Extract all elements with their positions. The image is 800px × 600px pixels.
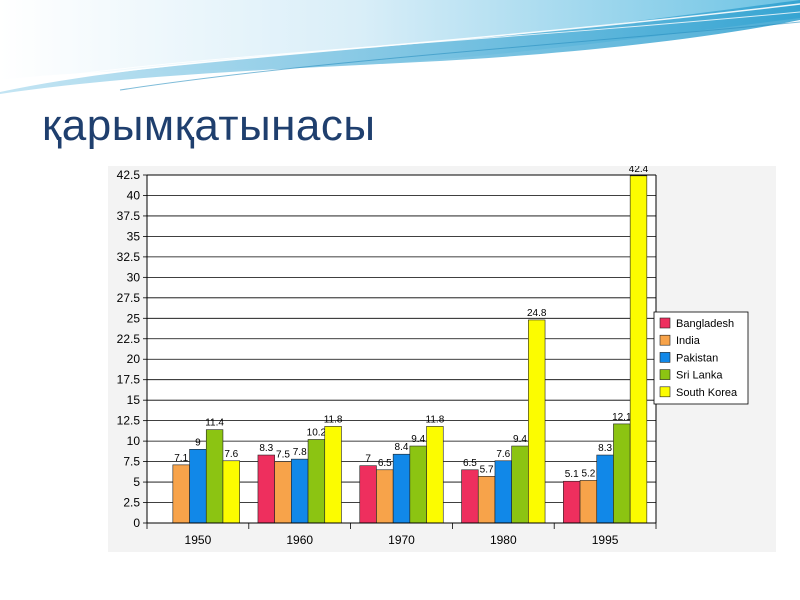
bar-india [376, 469, 394, 524]
y-tick-label: 0 [133, 516, 140, 530]
bar-bangladesh [359, 465, 377, 524]
bar-bangladesh [461, 469, 479, 524]
y-tick-label: 15 [127, 393, 141, 407]
x-category-label: 1950 [185, 533, 212, 547]
data-label: 6.5 [463, 458, 477, 469]
data-label: 24.8 [527, 308, 547, 319]
y-tick-label: 20 [127, 352, 141, 366]
legend-swatch [659, 317, 671, 329]
bar-chart: 0 2.5 5 7.5 10 12.5 15 17.5 20 22.5 25 27.5 30 32.5 35… [117, 166, 749, 547]
data-label: 10.2 [307, 427, 327, 438]
data-label: 42.4 [629, 166, 649, 175]
bar-south-korea [528, 319, 546, 524]
data-label: 9.4 [411, 434, 425, 445]
bar-india [274, 461, 292, 524]
data-label: 5.7 [480, 464, 494, 475]
legend-label: Pakistan [676, 352, 718, 364]
y-tick-label: 2.5 [123, 496, 140, 510]
x-category-label: 1970 [388, 533, 415, 547]
y-tick-label: 27.5 [117, 291, 141, 305]
bar-india [477, 476, 496, 524]
legend-label: Sri Lanka [676, 370, 723, 382]
legend-label: South Korea [676, 387, 738, 399]
decorative-banner [0, 0, 800, 94]
data-label: 11.8 [426, 414, 445, 425]
bar-pakistan [291, 458, 309, 524]
y-tick-label: 40 [127, 188, 141, 202]
bar-sri-lanka [613, 423, 631, 524]
data-label: 6.5 [378, 458, 392, 469]
bar-sri-lanka [205, 429, 224, 524]
bar-bangladesh [257, 454, 275, 524]
bar-south-korea [222, 460, 240, 524]
bar-sri-lanka [409, 445, 427, 524]
data-label: 7.8 [293, 447, 307, 458]
y-tick-label: 5 [133, 475, 140, 489]
legend-swatch [659, 386, 671, 398]
data-label: 7 [365, 454, 371, 465]
y-tick-label: 22.5 [117, 332, 141, 346]
legend-swatch [659, 352, 671, 363]
slide-title: қарымқатынасы [42, 101, 376, 150]
bar-pakistan [392, 453, 411, 524]
legend-label: Bangladesh [676, 318, 734, 330]
bar-pakistan [189, 449, 207, 524]
legend-swatch [659, 334, 671, 346]
data-label: 8.4 [395, 442, 409, 453]
bar-sri-lanka [511, 445, 529, 524]
bar-pakistan [494, 460, 512, 524]
legend-swatch [659, 369, 671, 380]
y-tick-label: 30 [127, 270, 141, 284]
bar-india [579, 480, 598, 524]
x-category-label: 1995 [592, 533, 619, 547]
bar-south-korea [629, 175, 648, 524]
x-category-label: 1980 [490, 533, 517, 547]
data-label: 9.4 [513, 434, 527, 445]
data-label: 7.1 [174, 453, 188, 464]
bar-south-korea [324, 426, 342, 524]
data-label: 7.6 [224, 449, 238, 460]
bar-bangladesh [563, 480, 581, 524]
y-tick-label: 37.5 [117, 209, 141, 223]
legend-label: India [676, 335, 701, 347]
y-tick-label: 10 [127, 434, 141, 448]
x-category-label: 1960 [286, 533, 313, 547]
data-label: 5.1 [565, 469, 579, 480]
y-tick-label: 35 [127, 229, 141, 243]
bar-sri-lanka [307, 439, 326, 524]
y-tick-label: 25 [127, 311, 141, 325]
bar-india [172, 464, 190, 524]
y-tick-label: 7.5 [123, 455, 140, 469]
bar-pakistan [596, 454, 614, 524]
data-label: 7.5 [276, 450, 290, 461]
y-tick-label: 17.5 [117, 373, 141, 387]
chart-panel: 0 2.5 5 7.5 10 12.5 15 17.5 20 22.5 25 27.5 30 32.5 35… [108, 166, 776, 552]
data-label: 8.3 [598, 443, 612, 454]
bar-south-korea [426, 426, 444, 524]
y-tick-label: 32.5 [117, 250, 141, 264]
y-tick-label: 12.5 [117, 414, 141, 428]
data-label: 11.8 [324, 414, 343, 425]
y-tick-label: 42.5 [117, 168, 141, 182]
data-label: 8.3 [259, 443, 273, 454]
data-label: 5.2 [581, 468, 595, 479]
data-label: 12.1 [612, 412, 632, 423]
data-label: 7.6 [496, 449, 510, 460]
data-label: 11.4 [205, 418, 224, 429]
data-label: 9 [195, 437, 201, 448]
